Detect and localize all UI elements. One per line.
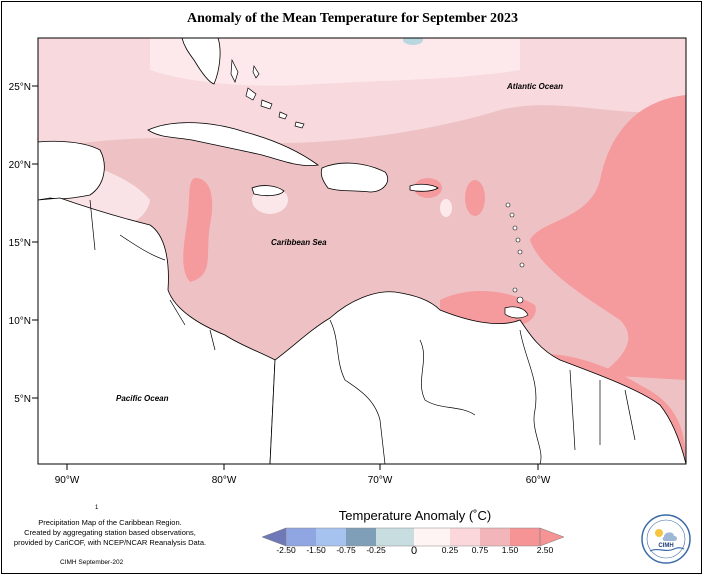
colorbar-tick-label: -1.50 xyxy=(306,545,326,555)
colorbar xyxy=(261,527,565,547)
credits-line: provided by CariCOF, with NCEP/NCAR Rean… xyxy=(13,538,207,547)
land-yucatan xyxy=(38,140,105,201)
footer-note: CIMH September-202 xyxy=(60,559,124,566)
credits: Precipitation Map of the Caribbean Regio… xyxy=(10,518,210,548)
lon-tick-label: 60°W xyxy=(526,475,551,486)
credits-line: Precipitation Map of the Caribbean Regio… xyxy=(38,518,182,527)
cimh-logo: CIMH xyxy=(641,514,691,564)
colorbar-tick-labels: -2.50 -1.50 -0.75 -0.25 0 0.25 0.75 1.50… xyxy=(276,545,553,557)
colorbar-bin xyxy=(346,528,376,546)
colorbar-bin xyxy=(376,528,414,546)
anomaly-zone-east-warm xyxy=(530,95,686,380)
map-border xyxy=(37,37,687,465)
colorbar-bin xyxy=(316,528,346,546)
lon-tick-label: 90°W xyxy=(55,475,80,486)
colorbar-bin xyxy=(450,528,480,546)
colorbar-bin xyxy=(510,528,540,546)
lat-tick-label: 25°N xyxy=(9,82,31,93)
map-area xyxy=(38,38,686,464)
land-florida xyxy=(181,38,221,85)
colorbar-tick-label: 2.50 xyxy=(537,545,554,555)
colorbar-tick-label: 0.75 xyxy=(472,545,489,555)
land-central-america xyxy=(38,197,276,464)
lat-labels: 25°N 20°N 15°N 10°N 5°N xyxy=(9,82,31,405)
legend-title: Temperature Anomaly (˚C) xyxy=(338,508,492,523)
land-bahamas xyxy=(230,58,305,129)
lon-labels: 90°W 80°W 70°W 60°W xyxy=(55,475,551,486)
region-labels: Atlantic Ocean Caribbean Sea Pacific Oce… xyxy=(116,82,563,403)
map-title: Anomaly of the Mean Temperature for Sept… xyxy=(187,11,518,26)
colorbar-tick-label: -0.25 xyxy=(366,545,386,555)
land-jamaica xyxy=(251,185,285,197)
colorbar-high-arrow xyxy=(539,527,565,547)
land-trinidad xyxy=(504,306,529,319)
anomaly-cool-spot xyxy=(403,38,423,45)
logo-text: CIMH xyxy=(658,543,673,549)
axis-ticks xyxy=(32,85,539,470)
label-caribbean-sea: Caribbean Sea xyxy=(271,238,327,247)
colorbar-bin xyxy=(414,528,450,546)
lon-tick-label: 70°W xyxy=(368,475,393,486)
colorbar-bin xyxy=(286,528,316,546)
land-cuba xyxy=(147,122,320,167)
colorbar-tick-label: -2.50 xyxy=(276,545,296,555)
label-pacific-ocean: Pacific Ocean xyxy=(116,394,169,403)
credits-line: Created by aggregating station based obs… xyxy=(24,528,196,537)
label-atlantic-ocean: Atlantic Ocean xyxy=(506,82,563,91)
land-south-america xyxy=(269,291,686,464)
land-hispaniola xyxy=(320,162,389,193)
lat-tick-label: 15°N xyxy=(9,238,31,249)
lat-tick-label: 20°N xyxy=(9,160,31,171)
colorbar-tick-label: 0.25 xyxy=(442,545,459,555)
land-lesser-antilles xyxy=(505,202,525,304)
country-borders xyxy=(89,199,636,464)
lat-tick-label: 10°N xyxy=(9,316,31,327)
colorbar-outline xyxy=(285,527,541,547)
anomaly-zone-nicaragua-warm xyxy=(183,178,213,282)
anomaly-zone-north-light xyxy=(150,38,520,86)
colorbar-low-arrow xyxy=(261,527,287,547)
lat-tick-label: 5°N xyxy=(14,394,31,405)
colorbar-tick-label: -0.75 xyxy=(336,545,356,555)
land-puerto-rico xyxy=(409,183,439,192)
small-mark: 1 xyxy=(95,505,99,511)
anomaly-patch-light xyxy=(440,199,452,217)
lon-tick-label: 80°W xyxy=(212,475,237,486)
anomaly-patch-antilles xyxy=(465,180,485,216)
colorbar-bin xyxy=(480,528,510,546)
colorbar-tick-label: 0 xyxy=(411,545,417,557)
colorbar-tick-label: 1.50 xyxy=(502,545,519,555)
